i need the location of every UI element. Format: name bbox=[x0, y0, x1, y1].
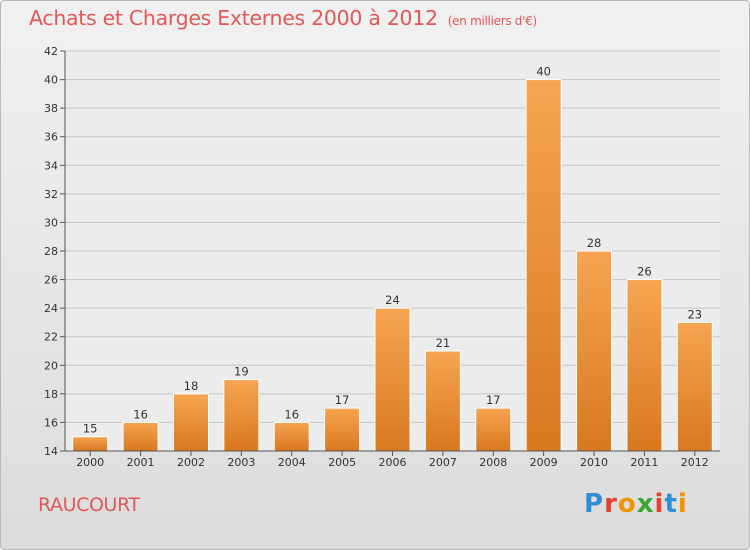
bar-2004[interactable] bbox=[273, 421, 310, 452]
x-tick-label-2002: 2002 bbox=[177, 456, 205, 469]
y-tick-label: 14 bbox=[44, 445, 58, 458]
bars: 15 16 18 19 16 17 24 21 17 40 28 26 23 bbox=[72, 65, 713, 452]
x-tick-label-2000: 2000 bbox=[76, 456, 104, 469]
x-tick-label-2006: 2006 bbox=[379, 456, 407, 469]
axes: 14 16 18 20 22 24 26 28 30 32 34 36 38 40 42 2000 2001 20… bbox=[44, 45, 720, 469]
chart-title-text: Achats et Charges Externes 2000 à 2012 bbox=[29, 6, 438, 30]
data-label-2009: 40 bbox=[536, 65, 551, 79]
data-label-2006: 24 bbox=[385, 293, 400, 307]
data-label-2005: 17 bbox=[335, 393, 350, 407]
y-tick-label: 42 bbox=[44, 45, 58, 58]
bar-2002[interactable] bbox=[172, 393, 209, 452]
y-tick-label: 32 bbox=[44, 188, 58, 201]
logo-letter: P bbox=[584, 489, 605, 519]
x-tick-label-2004: 2004 bbox=[278, 456, 306, 469]
data-label-2011: 26 bbox=[637, 265, 652, 279]
y-tick-label: 36 bbox=[44, 131, 58, 144]
y-tick-label: 38 bbox=[44, 102, 58, 115]
x-tick-label-2010: 2010 bbox=[580, 456, 608, 469]
y-tick-label: 18 bbox=[44, 388, 58, 401]
y-tick-label: 28 bbox=[44, 245, 58, 258]
y-tick-label: 40 bbox=[44, 74, 58, 87]
logo-letter: t bbox=[664, 489, 678, 519]
y-tick-label: 16 bbox=[44, 416, 58, 429]
x-tick-label-2001: 2001 bbox=[127, 456, 155, 469]
bar-2000[interactable] bbox=[72, 436, 109, 452]
bar-2009[interactable] bbox=[525, 79, 562, 452]
bar-2001[interactable] bbox=[122, 421, 159, 452]
data-label-2003: 19 bbox=[234, 365, 249, 379]
data-label-2001: 16 bbox=[133, 407, 148, 421]
logo-letter: r bbox=[604, 489, 618, 519]
chart-title: Achats et Charges Externes 2000 à 2012 (e… bbox=[29, 6, 537, 30]
logo-letter: o bbox=[617, 489, 637, 519]
x-tick-label-2003: 2003 bbox=[227, 456, 255, 469]
proxiti-logo[interactable]: Proxiti bbox=[584, 489, 688, 519]
data-label-2000: 15 bbox=[83, 422, 98, 436]
data-label-2007: 21 bbox=[436, 336, 451, 350]
bar-2005[interactable] bbox=[324, 407, 361, 452]
bar-2011[interactable] bbox=[626, 279, 663, 452]
y-tick-label: 26 bbox=[44, 274, 58, 287]
data-label-2004: 16 bbox=[284, 407, 299, 421]
y-tick-label: 24 bbox=[44, 302, 58, 315]
city-name: RAUCOURT bbox=[38, 494, 140, 516]
data-label-2008: 17 bbox=[486, 393, 501, 407]
bar-2010[interactable] bbox=[576, 250, 613, 452]
data-label-2010: 28 bbox=[587, 236, 602, 250]
bar-2006[interactable] bbox=[374, 307, 411, 452]
x-tick-label-2009: 2009 bbox=[530, 456, 558, 469]
logo-letter: i bbox=[654, 489, 665, 519]
y-tick-label: 20 bbox=[44, 359, 58, 372]
x-tick-label-2011: 2011 bbox=[630, 456, 658, 469]
chart-unit: (en milliers d'€) bbox=[447, 14, 537, 28]
bar-2012[interactable] bbox=[676, 321, 713, 452]
x-tick-label-2012: 2012 bbox=[681, 456, 709, 469]
y-tick-label: 30 bbox=[44, 216, 58, 229]
bar-2003[interactable] bbox=[223, 379, 260, 452]
y-tick-label: 22 bbox=[44, 331, 58, 344]
bar-2007[interactable] bbox=[424, 350, 461, 452]
logo-letter: x bbox=[636, 489, 655, 519]
bar-2008[interactable] bbox=[475, 407, 512, 452]
logo-letter: i bbox=[677, 489, 688, 519]
data-label-2002: 18 bbox=[184, 379, 199, 393]
x-tick-label-2007: 2007 bbox=[429, 456, 457, 469]
y-tick-label: 34 bbox=[44, 159, 58, 172]
data-label-2012: 23 bbox=[687, 307, 702, 321]
x-tick-label-2005: 2005 bbox=[328, 456, 356, 469]
x-tick-label-2008: 2008 bbox=[479, 456, 507, 469]
